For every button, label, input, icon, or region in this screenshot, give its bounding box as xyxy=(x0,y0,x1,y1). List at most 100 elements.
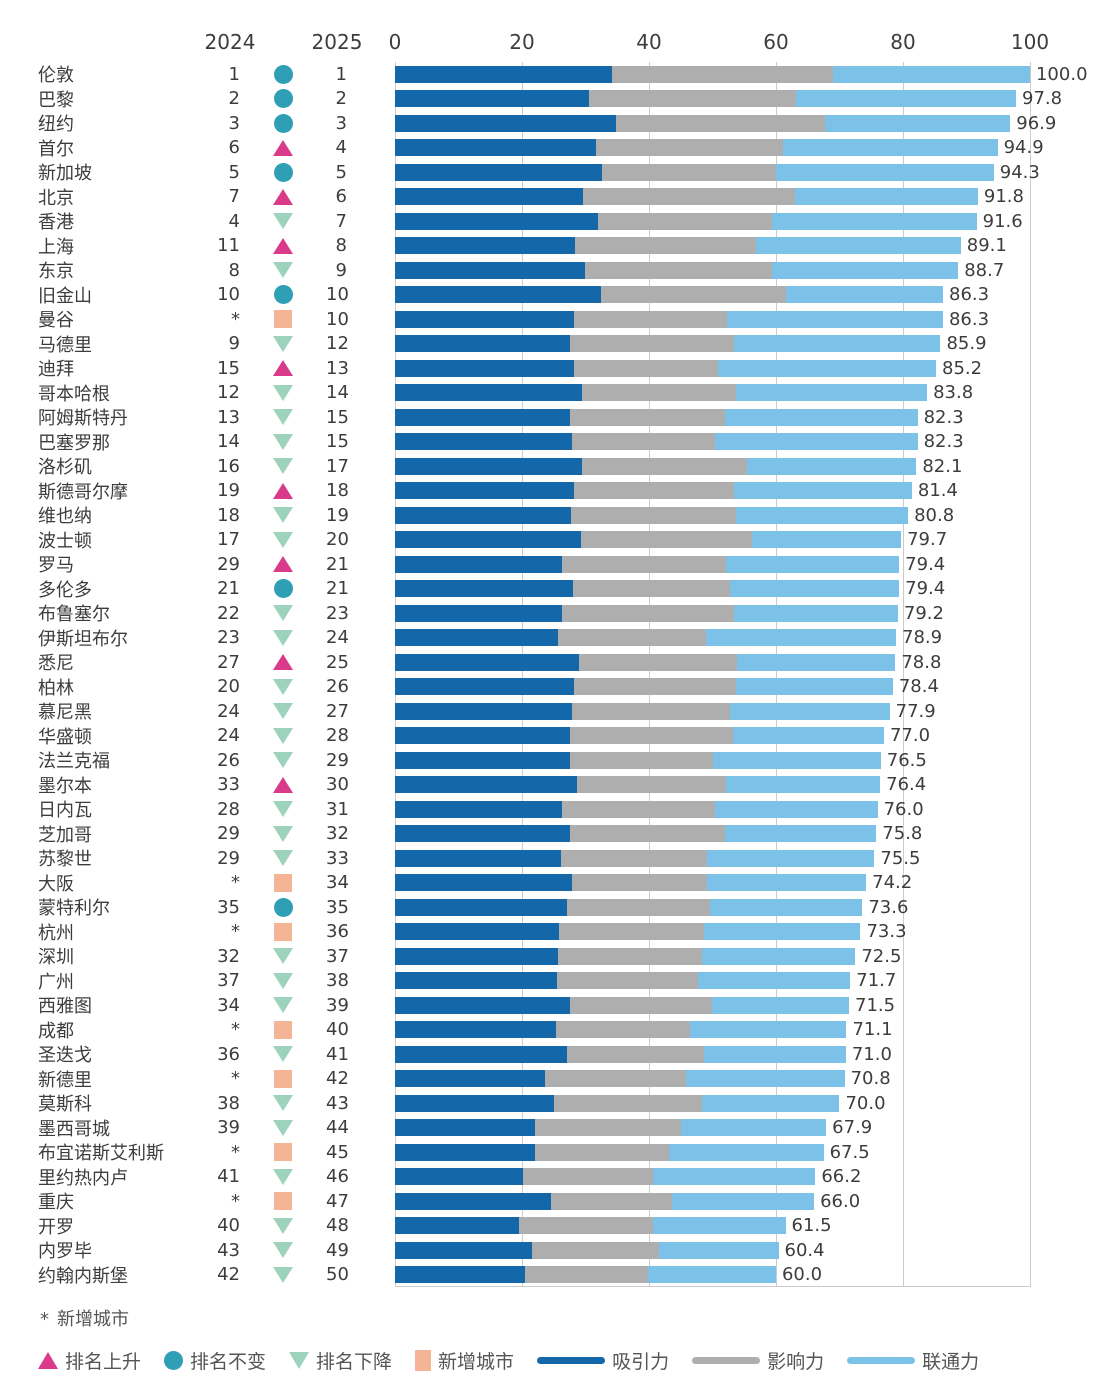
new-city-icon xyxy=(274,310,292,329)
rank-2024: 10 xyxy=(217,284,240,306)
rank-2024: 36 xyxy=(217,1043,240,1065)
rank-same-icon xyxy=(273,113,293,133)
rank-down-icon xyxy=(289,1352,310,1369)
table-row: 罗马 29 21 79.4 xyxy=(0,552,1103,577)
gridline xyxy=(522,62,523,1286)
rank-2025: 35 xyxy=(326,896,349,918)
rank-2025: 18 xyxy=(326,480,349,502)
rank-2024: 7 xyxy=(228,186,240,208)
legend-rank-up: 排名上升 xyxy=(38,1347,141,1374)
rank-2024: 37 xyxy=(217,970,240,992)
bar-segment-influence xyxy=(578,653,737,671)
score-label: 71.5 xyxy=(855,994,896,1016)
table-row: 大阪 * 34 74.2 xyxy=(0,871,1103,896)
column-header-2025: 2025 xyxy=(311,30,363,54)
score-label: 83.8 xyxy=(933,382,974,404)
axis-tick-label: 0 xyxy=(388,30,402,54)
rank-2024: 20 xyxy=(217,676,240,698)
rank-up-icon xyxy=(273,776,293,793)
bar-segment-attractiveness xyxy=(395,923,560,941)
rank-2025: 44 xyxy=(326,1117,349,1139)
stacked-bar: 71.7 xyxy=(395,970,896,991)
new-city-icon xyxy=(274,1143,292,1162)
score-label: 66.0 xyxy=(820,1190,861,1212)
score-label: 76.4 xyxy=(886,774,927,796)
stacked-bar: 79.4 xyxy=(395,554,945,575)
table-row: 东京 8 9 88.7 xyxy=(0,258,1103,283)
rank-2025: 36 xyxy=(326,921,349,943)
table-row: 悉尼 27 25 78.8 xyxy=(0,650,1103,675)
bar-segment-connectivity xyxy=(703,1045,846,1063)
bar-segment-influence xyxy=(601,286,787,304)
bar-segment-connectivity xyxy=(729,702,890,720)
legend-new-city: 新增城市 xyxy=(415,1347,514,1374)
bar-segment-influence xyxy=(574,237,757,255)
rank-2025: 19 xyxy=(326,504,349,526)
bar-segment-connectivity xyxy=(672,1192,815,1210)
rank-2024: 28 xyxy=(217,798,240,820)
table-row: 西雅图 34 39 71.5 xyxy=(0,993,1103,1018)
rank-2024: 16 xyxy=(217,455,240,477)
gridline xyxy=(1030,62,1031,1286)
rank-2025: 9 xyxy=(335,259,347,281)
bar-segment-influence xyxy=(572,433,716,451)
bar-segment-influence xyxy=(560,849,707,867)
stacked-bar: 78.4 xyxy=(395,676,939,697)
city-label: 深圳 xyxy=(38,947,74,969)
rank-2025: 21 xyxy=(326,578,349,600)
bar-segment-influence xyxy=(581,457,748,475)
rank-2025: 24 xyxy=(326,627,349,649)
rank-2025: 14 xyxy=(326,382,349,404)
city-label: 纽约 xyxy=(38,114,74,136)
score-label: 60.0 xyxy=(781,1264,823,1286)
city-label: 伊斯坦布尔 xyxy=(38,628,128,650)
bar-segment-connectivity xyxy=(735,678,893,696)
bar-segment-influence xyxy=(584,261,772,279)
rank-2025: 43 xyxy=(326,1092,349,1114)
rank-down-icon xyxy=(273,335,293,352)
bar-segment-connectivity xyxy=(659,1241,779,1259)
city-label: 法兰克福 xyxy=(38,751,110,773)
stacked-bar: 81.4 xyxy=(395,480,958,501)
city-label: 新加坡 xyxy=(38,163,92,185)
city-label: 成都 xyxy=(38,1020,74,1042)
city-label: 广州 xyxy=(38,971,74,993)
rank-down-icon xyxy=(273,1095,293,1112)
rank-2024: * xyxy=(231,921,240,943)
rank-2025: 2 xyxy=(335,88,347,110)
stacked-bar: 96.9 xyxy=(395,113,1056,134)
bar-segment-influence xyxy=(562,555,726,573)
bar-segment-attractiveness xyxy=(395,482,575,500)
bar-segment-influence xyxy=(562,604,735,622)
table-row: 曼谷 * 10 86.3 xyxy=(0,307,1103,332)
bar-segment-influence xyxy=(545,1070,687,1088)
score-label: 82.3 xyxy=(923,431,964,453)
gridline xyxy=(903,62,904,1286)
score-label: 79.7 xyxy=(907,529,948,551)
bar-segment-influence xyxy=(572,702,730,720)
city-label: 罗马 xyxy=(38,555,74,577)
influence-bar-icon xyxy=(692,1357,761,1364)
bar-segment-connectivity xyxy=(782,139,998,157)
bar-segment-connectivity xyxy=(712,996,849,1014)
rank-down-icon xyxy=(273,384,293,401)
bar-segment-attractiveness xyxy=(395,114,616,132)
connectivity-bar-icon xyxy=(847,1357,916,1364)
bar-segment-influence xyxy=(570,408,726,426)
bar-segment-connectivity xyxy=(734,335,941,353)
stacked-bar: 67.5 xyxy=(395,1142,870,1163)
stacked-bar: 78.8 xyxy=(395,652,941,673)
bar-segment-attractiveness xyxy=(395,506,571,524)
bar-segment-attractiveness xyxy=(395,457,582,475)
stacked-bar: 60.0 xyxy=(395,1264,823,1286)
table-row: 莫斯科 38 43 70.0 xyxy=(0,1091,1103,1116)
rank-2025: 47 xyxy=(326,1190,349,1212)
rank-down-icon xyxy=(273,752,293,769)
stacked-bar: 85.2 xyxy=(395,358,982,379)
legend-rank-same: 排名不变 xyxy=(164,1347,266,1374)
new-city-icon xyxy=(274,873,292,892)
city-label: 约翰内斯堡 xyxy=(38,1265,128,1287)
rank-down-icon xyxy=(273,678,293,695)
bar-segment-influence xyxy=(567,1045,704,1063)
legend-attractiveness: 吸引力 xyxy=(537,1347,669,1374)
